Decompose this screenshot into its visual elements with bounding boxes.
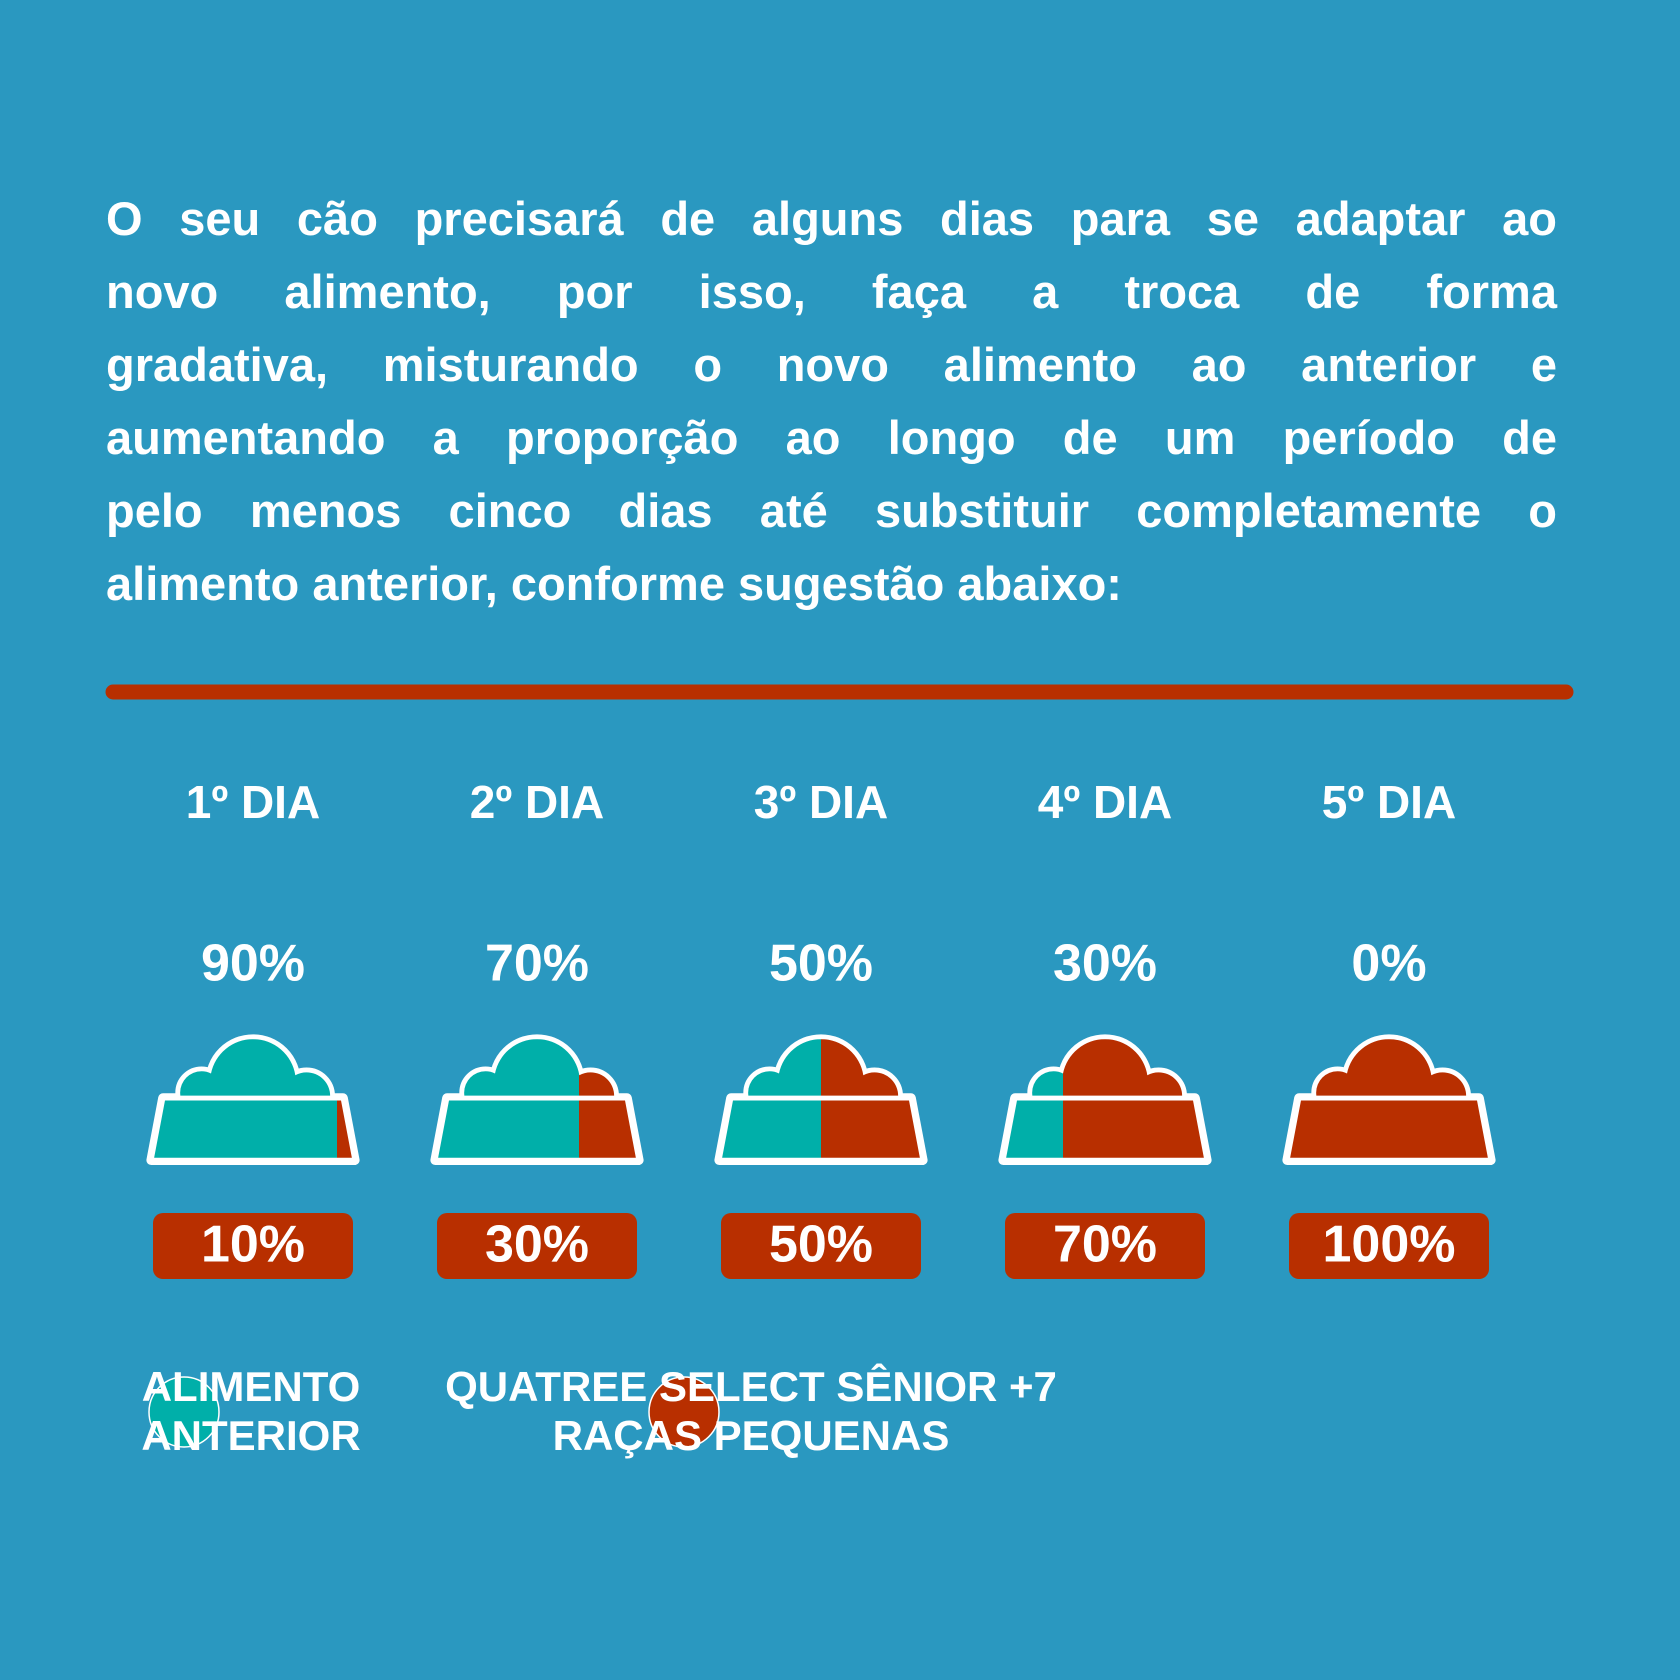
bowl-rim: [1284, 1095, 1494, 1163]
intro-line: alimento anterior, conforme sugestão aba…: [106, 557, 1122, 610]
legend-label: ALIMENTO: [142, 1363, 361, 1410]
intro-line: O seu cão precisará de alguns dias para …: [106, 192, 1557, 245]
legend-label: ANTERIOR: [141, 1412, 360, 1459]
badge: [153, 1213, 353, 1279]
legend-swatch: [148, 1376, 220, 1448]
bowl: [714, 1034, 928, 1166]
legend-label: QUATREE SELECT SÊNIOR +7: [445, 1362, 1057, 1410]
bowl-fill: [719, 1039, 923, 1161]
badge: [437, 1213, 637, 1279]
new-percent: 50%: [769, 1216, 873, 1274]
badge: [1005, 1213, 1205, 1279]
intro-line: pelo menos cinco dias até substituir com…: [106, 484, 1557, 537]
old-percent: 50%: [769, 935, 873, 993]
new-percent: 70%: [1053, 1216, 1157, 1274]
legend-label: RAÇAS PEQUENAS: [553, 1412, 950, 1459]
bowl-fill: [435, 1039, 639, 1161]
day-label: 2º DIA: [470, 776, 604, 828]
day-label: 5º DIA: [1322, 776, 1456, 828]
badge: [1289, 1213, 1489, 1279]
bowl-rim: [148, 1095, 358, 1163]
new-percent: 30%: [485, 1216, 589, 1274]
bowl: [1282, 1034, 1496, 1166]
old-food-share: [151, 1039, 337, 1161]
old-percent: 70%: [485, 935, 589, 993]
intro-line: novo alimento, por isso, faça a troca de…: [106, 265, 1557, 318]
intro-line: aumentando a proporção ao longo de um pe…: [106, 411, 1557, 464]
old-percent: 30%: [1053, 935, 1157, 993]
new-percent: 100%: [1323, 1216, 1456, 1274]
bowl: [430, 1034, 644, 1166]
new-food-share: [1287, 1039, 1491, 1161]
bowl: [146, 1034, 360, 1166]
bowl: [998, 1034, 1212, 1166]
bowl-fill: [1003, 1039, 1207, 1161]
bowl-rim: [432, 1095, 642, 1163]
old-percent: 0%: [1351, 935, 1426, 993]
badge: [721, 1213, 921, 1279]
intro-line: gradativa, misturando o novo alimento ao…: [106, 338, 1557, 391]
new-food-share: [1063, 1039, 1207, 1161]
day-label: 4º DIA: [1038, 776, 1172, 828]
bowl-fill: [151, 1039, 355, 1161]
day-label: 1º DIA: [186, 776, 320, 828]
bowl-fill: [1287, 1039, 1491, 1161]
bowl-rim: [716, 1095, 926, 1163]
legend-swatch: [648, 1376, 720, 1448]
new-food-share: [579, 1039, 639, 1161]
intro-paragraph: O seu cão precisará de alguns dias para …: [106, 182, 1557, 620]
bowl-rim: [1000, 1095, 1210, 1163]
new-percent: 10%: [201, 1216, 305, 1274]
old-food-share: [1003, 1039, 1063, 1161]
old-food-share: [435, 1039, 579, 1161]
day-label: 3º DIA: [754, 776, 888, 828]
old-percent: 90%: [201, 935, 305, 993]
